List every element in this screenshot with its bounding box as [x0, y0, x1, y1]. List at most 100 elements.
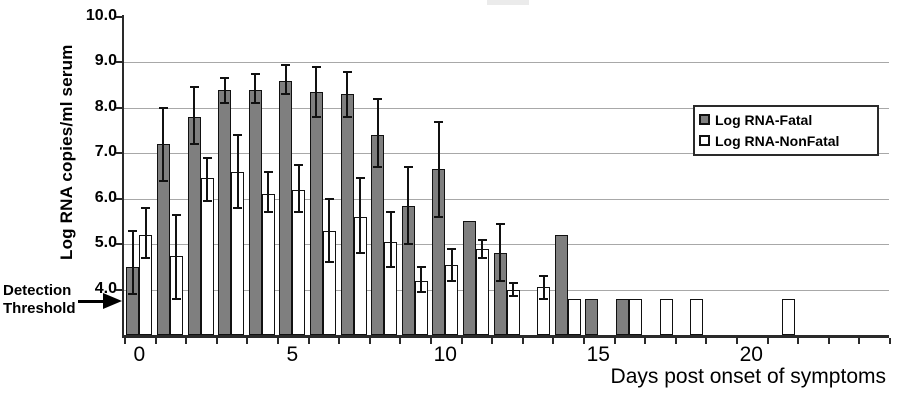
error-bar-nonfatal-day-12 [512, 282, 514, 297]
error-bar-fatal-day-1 [162, 107, 165, 181]
y-tick-7.0 [116, 152, 124, 155]
error-cap-bottom-nonfatal-day-10 [447, 279, 457, 282]
error-cap-top-nonfatal-day-11 [477, 238, 487, 241]
bar-fatal-day-4 [248, 89, 262, 335]
x-axis-line [122, 335, 889, 338]
y-tick-label-8.0: 8.0 [94, 97, 117, 115]
x-tick-8 [369, 338, 371, 344]
x-tick-label-5: 5 [286, 343, 299, 366]
error-cap-top-fatal-day-12 [495, 222, 505, 225]
error-cap-bottom-fatal-day-8 [373, 165, 383, 168]
x-tick-label-20: 20 [739, 343, 763, 366]
x-tick-5 [277, 338, 279, 344]
detection-threshold-label: Detection Threshold [3, 282, 83, 318]
x-tick-label-0: 0 [133, 343, 146, 366]
error-bar-nonfatal-day-7 [359, 178, 361, 254]
error-bar-fatal-day-3 [223, 78, 226, 104]
error-cap-bottom-nonfatal-day-3 [233, 206, 243, 209]
bar-nonfatal-day-16 [628, 298, 642, 335]
error-cap-bottom-nonfatal-day-5 [294, 211, 304, 214]
y-tick-label-7.0: 7.0 [94, 143, 117, 161]
error-bar-nonfatal-day-9 [420, 266, 423, 292]
y-tick-9.0 [116, 61, 124, 64]
x-tick-label-10: 10 [433, 343, 457, 366]
x-tick-11 [461, 338, 463, 344]
error-cap-top-nonfatal-day-8 [386, 211, 396, 214]
error-cap-top-fatal-day-8 [373, 97, 383, 100]
x-tick-15 [583, 338, 585, 344]
x-tick-13 [522, 338, 524, 344]
x-tick-21 [767, 338, 769, 344]
error-bar-nonfatal-day-3 [236, 135, 239, 208]
error-bar-nonfatal-day-8 [389, 212, 392, 267]
error-cap-bottom-fatal-day-5 [281, 93, 291, 96]
error-cap-bottom-fatal-day-1 [158, 179, 168, 182]
error-cap-top-fatal-day-6 [311, 66, 321, 68]
error-cap-top-fatal-day-3 [220, 77, 230, 80]
error-bar-nonfatal-day-4 [267, 171, 270, 213]
error-bar-fatal-day-12 [499, 223, 501, 281]
x-tick-6 [308, 338, 310, 344]
error-cap-top-nonfatal-day-1 [171, 213, 181, 216]
x-tick-3 [216, 338, 218, 344]
y-tick-4.0 [116, 288, 124, 291]
error-cap-bottom-fatal-day-3 [220, 102, 230, 105]
cropped-title-artifact [487, 0, 529, 5]
error-cap-bottom-nonfatal-day-2 [202, 200, 212, 202]
bar-nonfatal-day-4 [261, 194, 275, 335]
x-tick-20 [736, 338, 738, 344]
x-tick-1 [155, 338, 157, 344]
error-bar-fatal-day-7 [346, 71, 348, 117]
legend-swatch-nonfatal-icon [699, 135, 710, 146]
error-cap-top-nonfatal-day-7 [355, 177, 365, 180]
x-tick-10 [430, 338, 432, 344]
x-tick-12 [491, 338, 493, 344]
error-cap-top-fatal-day-9 [403, 165, 413, 168]
bar-fatal-day-16 [615, 298, 629, 335]
bar-nonfatal-day-21 [781, 298, 795, 335]
x-tick-17 [644, 338, 646, 344]
y-tick-label-10.0: 10.0 [85, 6, 117, 24]
error-cap-top-nonfatal-day-5 [294, 163, 304, 166]
y-tick-label-6.0: 6.0 [94, 188, 117, 206]
error-cap-bottom-nonfatal-day-1 [171, 297, 181, 300]
error-cap-top-nonfatal-day-2 [202, 156, 212, 159]
x-tick-22 [797, 338, 799, 344]
bar-fatal-day-6 [309, 91, 323, 335]
gridline-9 [124, 62, 889, 63]
error-cap-bottom-fatal-day-10 [434, 215, 444, 218]
error-bar-nonfatal-day-5 [297, 164, 300, 213]
error-cap-top-nonfatal-day-10 [447, 247, 457, 250]
bar-fatal-day-11 [462, 221, 476, 335]
y-axis-line [122, 15, 124, 338]
error-cap-top-fatal-day-5 [281, 63, 291, 66]
error-cap-bottom-nonfatal-day-4 [263, 211, 273, 214]
bar-fatal-day-15 [585, 298, 599, 335]
error-bar-nonfatal-day-2 [206, 157, 208, 201]
legend-item-nonfatal: Log RNA-NonFatal [699, 130, 873, 151]
error-cap-top-fatal-day-10 [434, 120, 444, 123]
x-tick-24 [858, 338, 860, 344]
y-tick-label-5.0: 5.0 [94, 234, 117, 252]
legend-item-fatal: Log RNA-Fatal [699, 109, 873, 130]
bar-nonfatal-day-18 [690, 298, 704, 335]
error-cap-bottom-nonfatal-day-0 [141, 256, 151, 259]
x-axis-title: Days post onset of symptoms [610, 365, 886, 388]
y-tick-label-9.0: 9.0 [94, 52, 117, 70]
bar-fatal-day-2 [187, 116, 201, 335]
error-cap-bottom-fatal-day-7 [342, 115, 352, 118]
error-bar-nonfatal-day-6 [328, 198, 331, 263]
error-cap-bottom-fatal-day-9 [403, 243, 413, 246]
error-cap-bottom-nonfatal-day-13 [539, 297, 549, 300]
error-cap-top-nonfatal-day-6 [324, 197, 334, 200]
x-tick-14 [552, 338, 554, 344]
error-cap-top-fatal-day-7 [342, 70, 352, 73]
error-bar-fatal-day-8 [376, 98, 379, 167]
error-bar-nonfatal-day-10 [450, 248, 453, 281]
error-cap-top-fatal-day-0 [128, 229, 138, 232]
x-tick-label-15: 15 [586, 343, 610, 366]
error-cap-bottom-nonfatal-day-6 [324, 261, 334, 264]
error-cap-top-nonfatal-day-13 [539, 274, 549, 277]
